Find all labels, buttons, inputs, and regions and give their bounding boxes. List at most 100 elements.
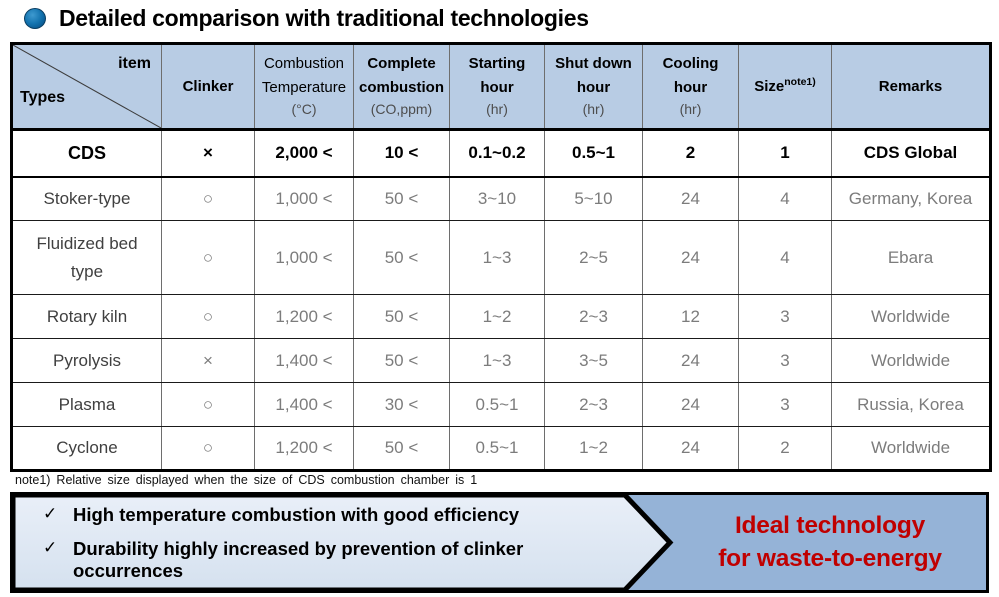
- title-bullet-icon: [24, 8, 46, 29]
- cell-type: Plasma: [11, 382, 162, 427]
- col-header-shutdown-hour: Shut down hour (hr): [544, 43, 643, 131]
- cell-start: 1~3: [449, 220, 545, 295]
- cell-type: CDS: [11, 129, 162, 178]
- table-row-plasma: Plasma ○ 1,400 < 30 < 0.5~1 2~3 24 3 Rus…: [11, 382, 991, 427]
- slide-title-bar: Detailed comparison with traditional tec…: [24, 5, 589, 32]
- cell-temp: 2,000 <: [254, 129, 354, 178]
- cell-remarks: Germany, Korea: [831, 176, 991, 221]
- cell-shutdown: 1~2: [544, 426, 643, 471]
- cell-size: 2: [738, 426, 832, 471]
- cell-clinker: ×: [161, 338, 255, 383]
- cell-co: 50 <: [353, 294, 450, 339]
- cell-cooling: 24: [642, 220, 739, 295]
- conclusion-text: Ideal technology for waste-to-energy: [679, 495, 981, 590]
- cell-size: 3: [738, 382, 832, 427]
- cell-clinker: ○: [161, 426, 255, 471]
- cell-remarks: CDS Global: [831, 129, 991, 178]
- cell-cooling: 24: [642, 382, 739, 427]
- table-row-stoker: Stoker-type ○ 1,000 < 50 < 3~10 5~10 24 …: [11, 176, 991, 221]
- col-header-combustion-temperature: Combustion Temperature (°C): [254, 43, 354, 131]
- col-header-remarks: Remarks: [831, 43, 991, 131]
- col-header-line: Temperature: [261, 78, 347, 96]
- checkmark-icon: ✓: [43, 504, 58, 523]
- cell-shutdown: 2~3: [544, 382, 643, 427]
- cell-shutdown: 2~3: [544, 294, 643, 339]
- corner-cell: item Types: [11, 43, 162, 131]
- corner-label-item: item: [118, 55, 151, 72]
- table-row-cds: CDS × 2,000 < 10 < 0.1~0.2 0.5~1 2 1 CDS…: [11, 129, 991, 178]
- cell-temp: 1,200 <: [254, 426, 354, 471]
- cell-type: Rotary kiln: [11, 294, 162, 339]
- col-header-label: Clinker: [182, 77, 234, 95]
- table-footnote: note1) Relative size displayed when the …: [15, 473, 478, 487]
- cell-clinker: ○: [161, 176, 255, 221]
- cell-temp: 1,400 <: [254, 382, 354, 427]
- cell-shutdown: 3~5: [544, 338, 643, 383]
- cell-cooling: 12: [642, 294, 739, 339]
- cell-clinker: ○: [161, 382, 255, 427]
- cell-clinker: ×: [161, 129, 255, 178]
- col-header-unit: (hr): [679, 100, 702, 117]
- col-header-label: Remarks: [878, 77, 943, 95]
- cell-remarks: Russia, Korea: [831, 382, 991, 427]
- cell-clinker: ○: [161, 294, 255, 339]
- col-header-unit: (CO,ppm): [370, 100, 433, 117]
- cell-type: Pyrolysis: [11, 338, 162, 383]
- col-header-line: Cooling: [662, 55, 719, 73]
- cell-start: 0.5~1: [449, 382, 545, 427]
- cell-temp: 1,000 <: [254, 176, 354, 221]
- cell-size: 3: [738, 294, 832, 339]
- col-header-unit: (°C): [291, 100, 317, 117]
- banner-point-text: High temperature combustion with good ef…: [73, 504, 520, 525]
- cell-start: 1~2: [449, 294, 545, 339]
- col-header-line: hour: [673, 78, 708, 96]
- cell-co: 50 <: [353, 220, 450, 295]
- cell-cooling: 2: [642, 129, 739, 178]
- col-header-complete-combustion: Complete combustion (CO,ppm): [353, 43, 450, 131]
- cell-co: 30 <: [353, 382, 450, 427]
- col-header-unit: (hr): [486, 100, 508, 117]
- col-header-line: hour: [480, 78, 514, 96]
- cell-co: 10 <: [353, 129, 450, 178]
- banner-point-text: Durability highly increased by preventio…: [73, 537, 524, 582]
- cell-size: 3: [738, 338, 832, 383]
- comparison-table: item Types Clinker Combustion Temperatur…: [10, 42, 992, 472]
- table-row-rotary-kiln: Rotary kiln ○ 1,200 < 50 < 1~2 2~3 12 3 …: [11, 294, 991, 339]
- cell-size: 4: [738, 176, 832, 221]
- conclusion-line: for waste-to-energy: [718, 544, 942, 572]
- cell-cooling: 24: [642, 426, 739, 471]
- cell-cooling: 24: [642, 176, 739, 221]
- cell-start: 0.1~0.2: [449, 129, 545, 178]
- cell-shutdown: 5~10: [544, 176, 643, 221]
- banner-point: ✓ High temperature combustion with good …: [39, 504, 604, 527]
- cell-co: 50 <: [353, 338, 450, 383]
- conclusion-line: Ideal technology: [734, 512, 926, 540]
- summary-banner: ✓ High temperature combustion with good …: [10, 492, 989, 593]
- cell-co: 50 <: [353, 176, 450, 221]
- col-header-line: hour: [576, 78, 611, 96]
- col-header-size: Sizenote1): [738, 43, 832, 131]
- cell-cooling: 24: [642, 338, 739, 383]
- cell-type: Fluidized bed type: [11, 220, 162, 295]
- banner-point: ✓ Durability highly increased by prevent…: [39, 538, 604, 583]
- cell-co: 50 <: [353, 426, 450, 471]
- col-header-cooling-hour: Cooling hour (hr): [642, 43, 739, 131]
- col-header-unit: (hr): [582, 100, 605, 117]
- cell-temp: 1,200 <: [254, 294, 354, 339]
- col-header-line: Shut down: [555, 55, 632, 73]
- cell-size: 4: [738, 220, 832, 295]
- cell-type: Stoker-type: [11, 176, 162, 221]
- col-header-label: Size: [754, 77, 785, 95]
- cell-size: 1: [738, 129, 832, 178]
- col-header-line: Starting: [468, 55, 526, 73]
- cell-start: 1~3: [449, 338, 545, 383]
- cell-clinker: ○: [161, 220, 255, 295]
- page-title: Detailed comparison with traditional tec…: [59, 5, 589, 31]
- cell-start: 3~10: [449, 176, 545, 221]
- table-row-cyclone: Cyclone ○ 1,200 < 50 < 0.5~1 1~2 24 2 Wo…: [11, 426, 991, 471]
- col-header-line: combustion: [359, 78, 444, 96]
- size-footnote-ref: note1): [784, 75, 816, 88]
- diagonal-divider: [13, 45, 161, 128]
- cell-temp: 1,400 <: [254, 338, 354, 383]
- cell-start: 0.5~1: [449, 426, 545, 471]
